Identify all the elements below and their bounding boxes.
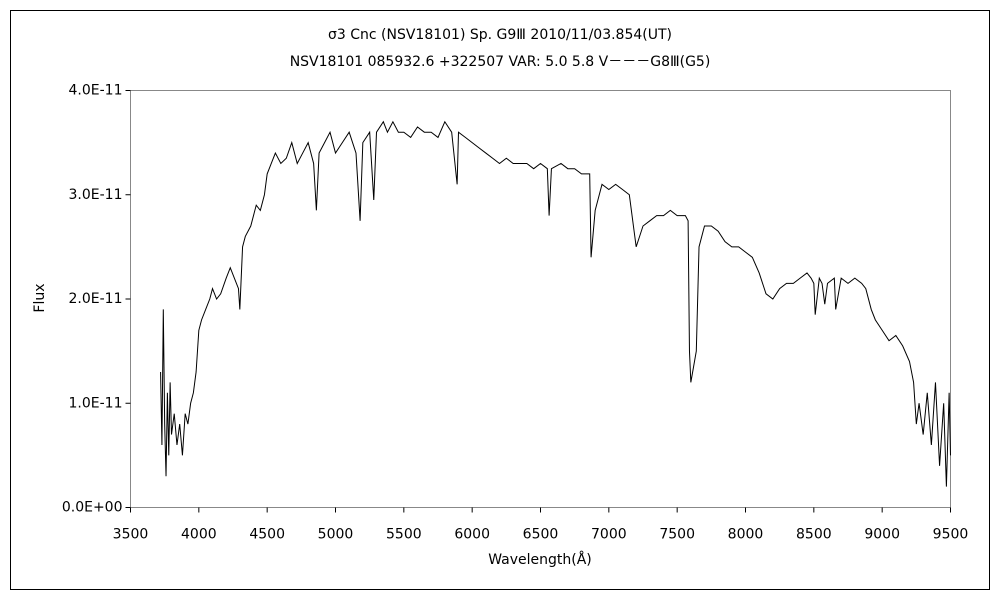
chart-subtitle: NSV18101 085932.6 +322507 VAR: 5.0 5.8 V…: [290, 54, 711, 70]
x-tick-label: 7000: [591, 527, 627, 543]
x-tick-label: 9500: [933, 527, 969, 543]
y-tick-label: 2.0E-11: [69, 291, 123, 307]
x-tick-label: 5000: [318, 527, 354, 543]
x-axis-label: Wavelength(Å): [488, 551, 592, 568]
x-tick-label: 9000: [864, 527, 900, 543]
x-tick-label: 5500: [386, 527, 422, 543]
spectrum-line: [160, 120, 951, 487]
y-tick-label: 1.0E-11: [69, 395, 123, 411]
y-tick-label: 0.0E+00: [62, 500, 123, 516]
x-tick-label: 6500: [523, 527, 559, 543]
x-tick-label: 8000: [728, 527, 764, 543]
y-tick-label: 4.0E-11: [69, 83, 123, 99]
x-tick-label: 4500: [249, 527, 285, 543]
y-tick-label: 3.0E-11: [69, 187, 123, 203]
x-tick-label: 8500: [796, 527, 832, 543]
chart-title: σ3 Cnc (NSV18101) Sp. G9Ⅲ 2010/11/03.854…: [328, 27, 672, 43]
x-tick-label: 7500: [659, 527, 695, 543]
x-tick-label: 4000: [181, 527, 217, 543]
y-axis-label: Flux: [32, 283, 48, 312]
x-tick-label: 6000: [454, 527, 490, 543]
chart-border: [10, 10, 990, 590]
x-tick-label: 3500: [113, 527, 149, 543]
